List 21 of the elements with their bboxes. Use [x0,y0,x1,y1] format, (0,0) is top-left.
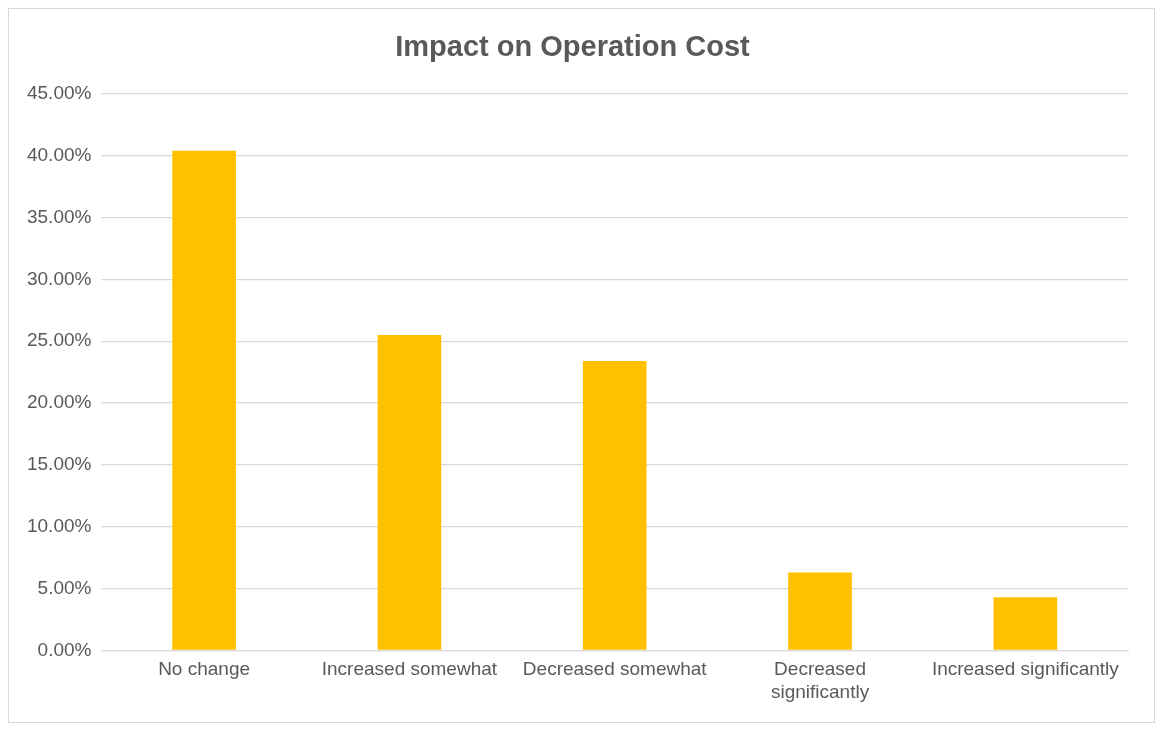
bar [993,597,1058,650]
y-tick-label: 20.00% [26,391,92,413]
y-tick-label: 5.00% [37,576,92,598]
bar [582,360,647,650]
y-tick-label: 40.00% [26,143,92,165]
bar [788,572,852,650]
y-tick-label: 10.00% [26,514,92,536]
y-tick-label: 45.00% [26,82,92,104]
y-tick-label: 15.00% [26,453,92,475]
x-tick-label: Increased significantly [931,658,1120,680]
x-tick-label: Decreased somewhat [522,658,708,680]
bar [377,334,442,650]
y-tick-label: 0.00% [37,638,92,660]
y-tick-label: 35.00% [26,205,92,227]
y-tick-label: 25.00% [26,329,92,351]
x-tick-label: No change [158,658,251,680]
chart-title: Impact on Operation Cost [395,30,751,63]
x-tick-label: Increased somewhat [321,658,498,680]
bar [172,150,236,650]
x-tick-label: Decreased significantly [770,658,870,702]
y-tick-label: 30.00% [26,267,92,289]
